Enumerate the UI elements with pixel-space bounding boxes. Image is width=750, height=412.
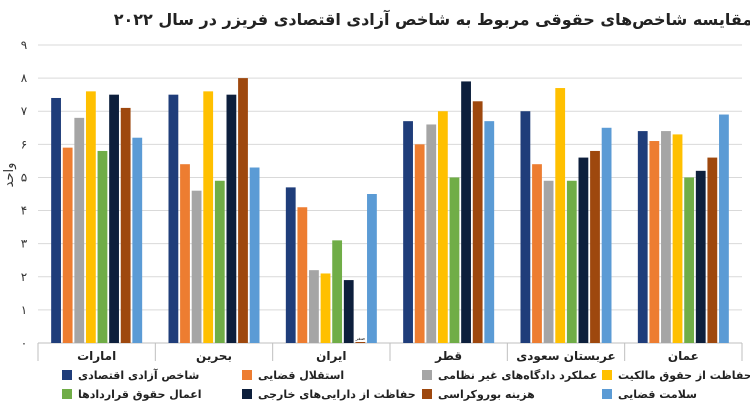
- bars: صفر: [51, 78, 729, 344]
- bar: [472, 101, 483, 344]
- x-category-label: ایران: [316, 349, 346, 363]
- bar: [461, 81, 471, 343]
- bar: [343, 280, 354, 343]
- legend-swatch: [422, 370, 432, 380]
- legend-label: سلامت قضایی: [618, 388, 697, 401]
- bar: [297, 207, 308, 343]
- bar: [707, 157, 718, 343]
- y-tick-label: ۵: [21, 170, 27, 184]
- legend-label: شاخص آزادی اقتصادی: [78, 368, 199, 382]
- bar: [285, 187, 296, 343]
- y-tick-label: ۱: [21, 303, 27, 317]
- bar: [403, 121, 413, 344]
- x-category-label: عربستان سعودی: [516, 349, 615, 364]
- bar: [180, 164, 190, 343]
- y-tick-label: ۶: [21, 137, 27, 151]
- bar: [238, 78, 248, 343]
- bar: [168, 94, 179, 344]
- bar: [85, 91, 96, 343]
- y-axis-label: واحد: [2, 163, 17, 188]
- bar: [414, 144, 425, 343]
- bar: [578, 157, 589, 343]
- y-tick-label: ۲: [21, 270, 27, 284]
- legend-label: عملکرد دادگاه‌های غیر نظامی: [438, 369, 597, 382]
- y-tick-label: ۴: [21, 204, 27, 218]
- legend-swatch: [602, 389, 612, 399]
- legend-label: اعمال حقوق قراردادها: [78, 388, 202, 401]
- legend-swatch: [242, 389, 252, 399]
- bar: [661, 131, 671, 343]
- x-category-label: بحرین: [196, 349, 232, 363]
- bar: [132, 137, 143, 343]
- bar: [51, 97, 61, 343]
- legend-label: حفاظت از دارایی‌های خارجی: [258, 388, 416, 401]
- legend-swatch: [242, 370, 252, 380]
- legend-label: هزینه بوروکراسی: [438, 388, 535, 401]
- legend: شاخص آزادی اقتصادی استقلال قضایی عملکرد دا…: [62, 368, 750, 401]
- chart-title: مقایسه شاخص‌های حقوقی مربوط به شاخص آزاد…: [114, 9, 750, 29]
- bar: [355, 342, 366, 343]
- legend-swatch: [62, 370, 72, 380]
- bar: [566, 180, 577, 343]
- bar: [649, 141, 660, 343]
- bar: [543, 180, 554, 343]
- bar: [555, 88, 566, 344]
- bar: [191, 190, 202, 343]
- bar: [449, 177, 460, 343]
- legend-swatch: [422, 389, 432, 399]
- x-category-label: امارات: [77, 349, 116, 363]
- legend-swatch: [62, 389, 72, 399]
- bar: [367, 194, 377, 343]
- x-axis-categories: امارات بحرین ایران قطر عربستان سعودی عمان: [77, 349, 699, 364]
- bar: [484, 121, 495, 344]
- bar: [309, 270, 319, 343]
- category-separators: [37, 342, 743, 361]
- bar: [695, 170, 706, 343]
- y-axis-ticks: ۰ ۱ ۲ ۳ ۴ ۵ ۶ ۷ ۸ ۹: [21, 38, 28, 350]
- bar: [426, 124, 437, 343]
- bar: [332, 240, 343, 343]
- bar: [214, 180, 225, 343]
- bar: [637, 131, 648, 343]
- data-annotation: صفر: [355, 336, 366, 342]
- bar: [601, 127, 612, 344]
- y-tick-label: ۷: [21, 104, 28, 118]
- y-tick-label: ۰: [21, 336, 27, 350]
- x-category-label: قطر: [434, 349, 462, 363]
- bar: [672, 134, 683, 343]
- bar: [97, 150, 108, 343]
- x-category-label: عمان: [668, 349, 699, 363]
- bar: [590, 150, 600, 343]
- bar: [109, 94, 119, 344]
- legend-label: استقلال قضایی: [258, 369, 344, 382]
- bar: [719, 114, 729, 344]
- y-tick-label: ۳: [21, 237, 28, 251]
- bar: [684, 177, 695, 343]
- y-tick-label: ۸: [21, 71, 28, 85]
- bar: [120, 107, 131, 344]
- gridlines: [38, 44, 742, 344]
- bar: [226, 94, 237, 344]
- legend-swatch: [602, 370, 612, 380]
- bar: [520, 111, 531, 343]
- bar: [74, 117, 85, 343]
- legend-label: حفاظت از حقوق مالکیت: [618, 369, 750, 382]
- y-tick-label: ۹: [21, 38, 27, 52]
- bar: [320, 273, 331, 343]
- bar: [532, 164, 542, 343]
- bar: [437, 111, 448, 343]
- bar: [203, 91, 214, 343]
- bar: [62, 147, 73, 343]
- bar: [249, 167, 260, 343]
